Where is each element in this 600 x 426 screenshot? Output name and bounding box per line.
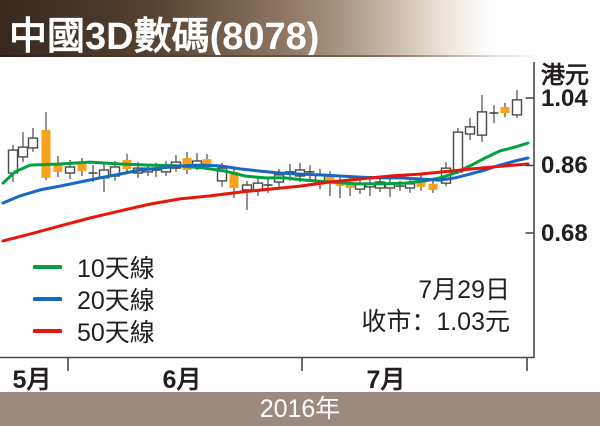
ma10-line-swatch [33,265,62,269]
y-tick-label: 0.86 [541,152,588,179]
legend-label: 20天線 [77,287,155,315]
x-tick-label-july: 7月 [366,366,406,394]
y-tick-label: 1.04 [541,85,588,112]
legend-item-ma50: 50天線 [33,315,155,347]
latest-quote-annotation: 7月29日 收市：1.03元 [361,274,510,338]
legend-item-ma20: 20天線 [33,283,155,315]
legend-label: 50天線 [77,319,155,347]
x-tick-label-may: 5月 [12,366,52,394]
y-tick-label: 0.68 [541,220,588,247]
legend-label: 10天線 [77,255,155,283]
y-axis-unit-label: 港元 [541,62,589,89]
quote-date: 7月29日 [418,276,510,304]
x-tick-label-june: 6月 [162,366,202,394]
legend: 10天線 20天線 50天線 [33,251,155,347]
quote-close: 收市：1.03元 [361,308,510,336]
year-bar: 2016年 [0,392,600,426]
stock-title: 中國3D數碼(8078) [9,16,320,58]
title-bar: 中國3D數碼(8078) [0,0,600,58]
ma20-line-swatch [33,297,62,301]
legend-item-ma10: 10天線 [33,251,155,283]
ma50-line-swatch [33,329,62,333]
